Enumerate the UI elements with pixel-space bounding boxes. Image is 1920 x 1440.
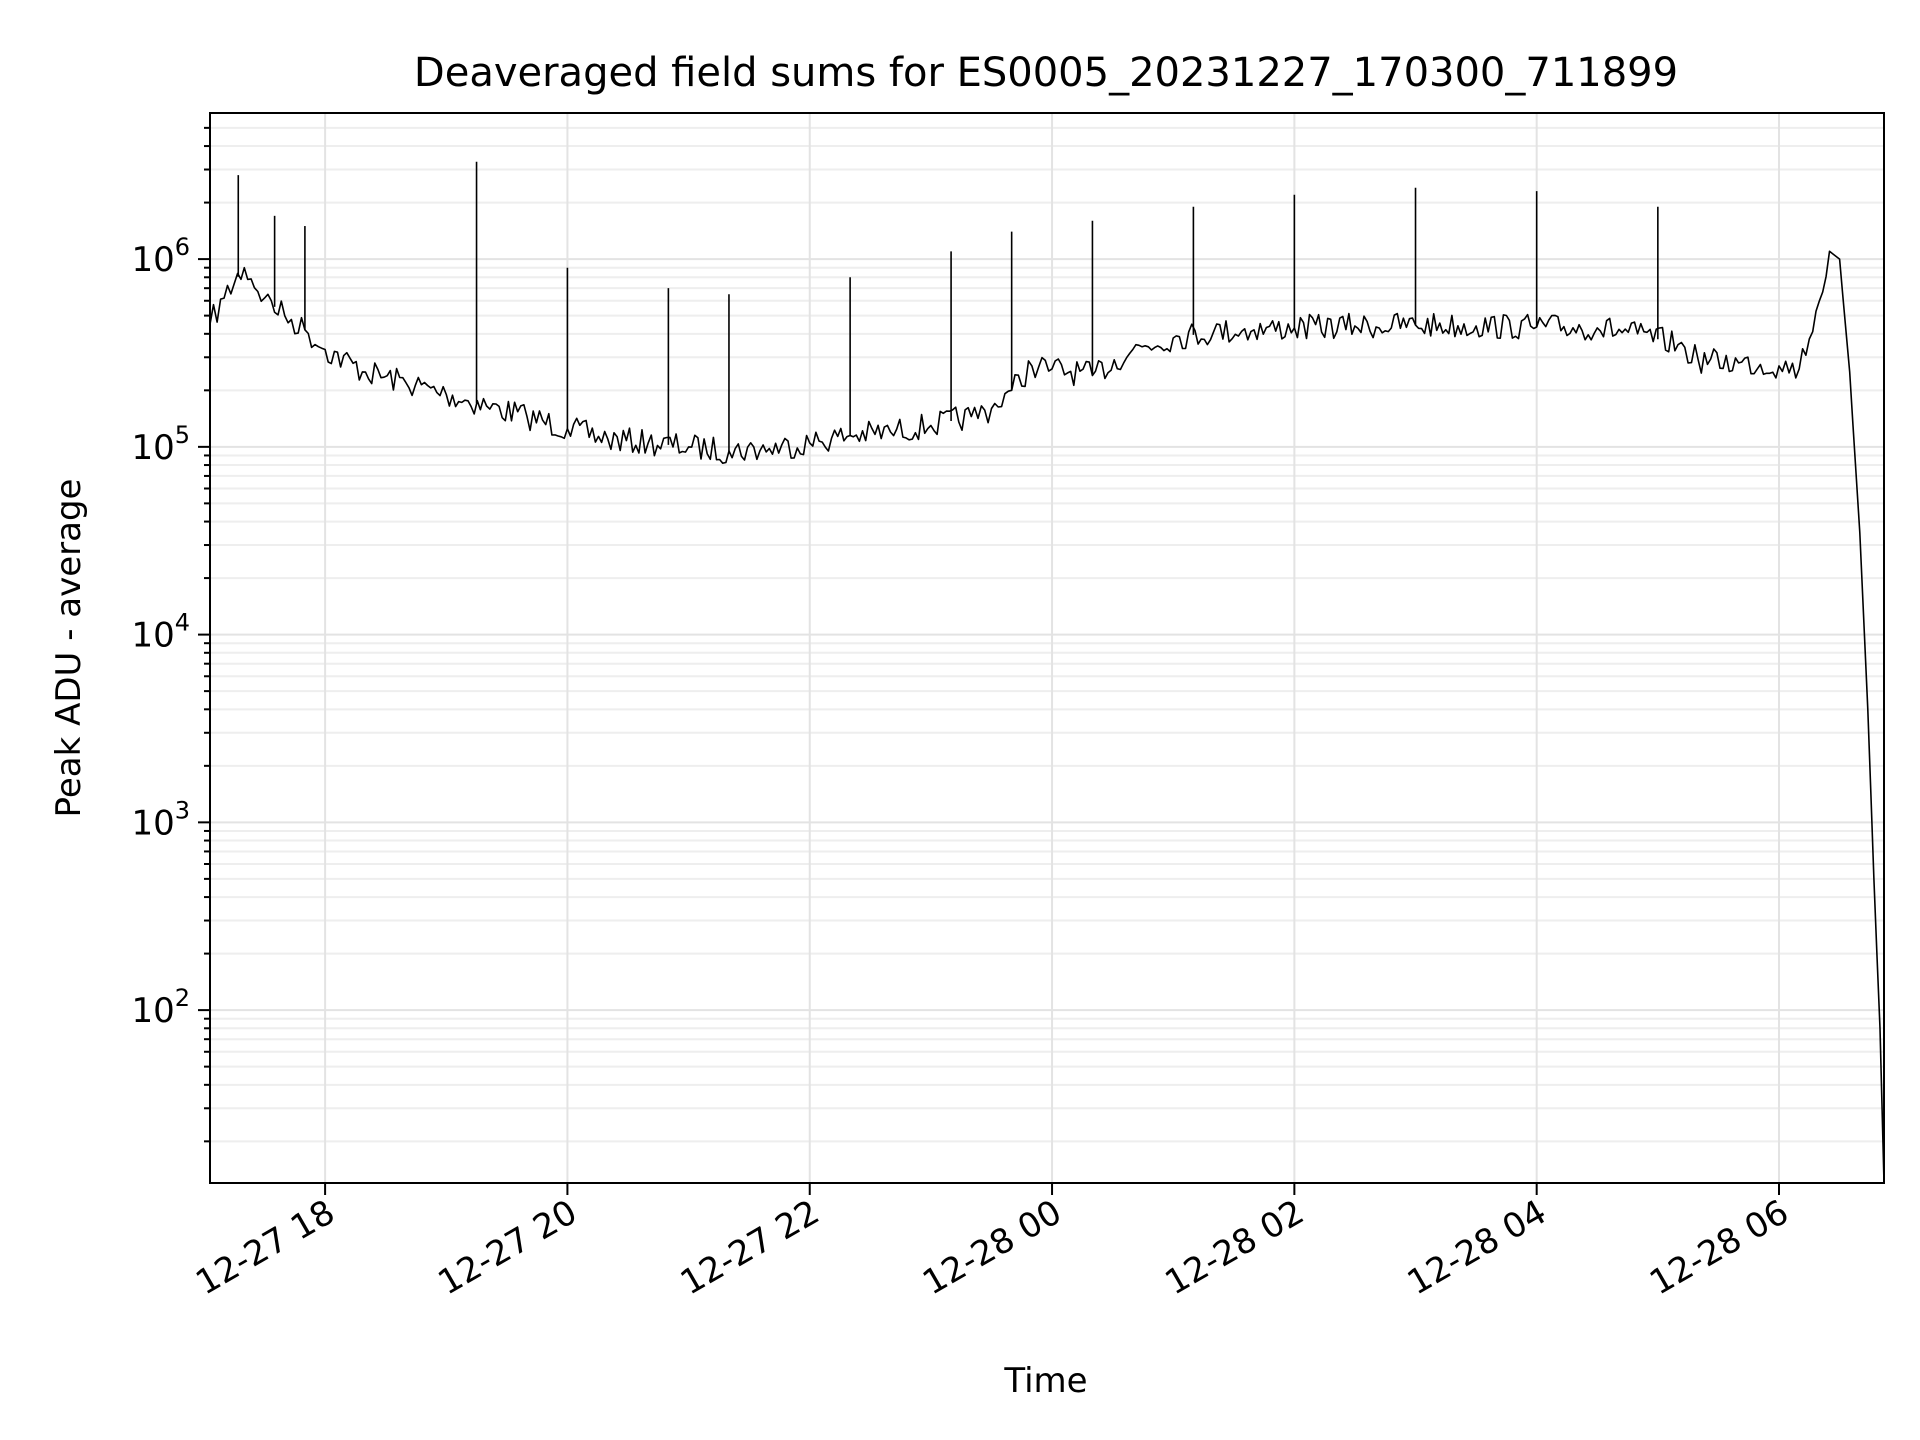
y-tick-exponent: 5	[175, 421, 190, 449]
y-tick-base: 10	[131, 616, 174, 656]
chart-title: Deaveraged field sums for ES0005_2023122…	[414, 50, 1678, 96]
y-tick-exponent: 3	[175, 796, 190, 824]
y-tick-base: 10	[131, 428, 174, 468]
y-tick-label: 104	[131, 609, 190, 656]
y-tick-base: 10	[131, 240, 174, 280]
series-line	[209, 250, 1885, 1184]
y-tick-label: 103	[131, 796, 190, 843]
y-tick-label: 106	[131, 233, 190, 280]
y-tick-label: 105	[131, 421, 190, 468]
plot-frame	[209, 112, 1885, 1184]
y-tick-exponent: 2	[175, 984, 190, 1012]
y-tick-exponent: 4	[175, 609, 190, 637]
y-tick-exponent: 6	[175, 233, 190, 261]
y-tick-label: 102	[131, 984, 190, 1031]
y-tick-base: 10	[131, 991, 174, 1031]
series-layer	[209, 161, 1885, 1184]
x-axis-label: Time	[1003, 1361, 1087, 1401]
grid	[210, 113, 1884, 1183]
y-tick-base: 10	[131, 803, 174, 843]
y-axis-label: Peak ADU - average	[49, 479, 89, 818]
